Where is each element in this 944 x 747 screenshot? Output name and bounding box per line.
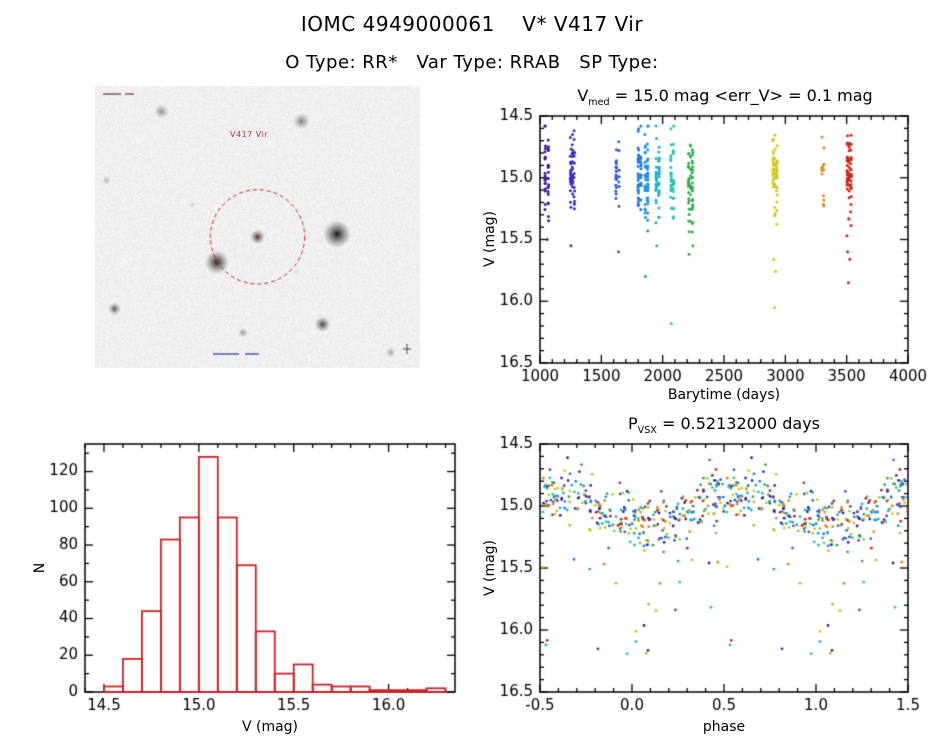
lightcurve-x-axis-label: Barytime (days)	[667, 387, 781, 403]
phase-y-axis-label: V (mag)	[482, 539, 498, 597]
histogram-canvas	[10, 436, 470, 747]
lightcurve-y-axis-label: V (mag)	[482, 210, 498, 268]
finder-target-label: V417 Vir	[230, 130, 269, 139]
page-subtitle: O Type: RR* Var Type: RRAB SP Type:	[285, 52, 659, 73]
phase-title-prefix: P	[627, 414, 638, 433]
histogram-y-axis-label: N	[32, 562, 48, 574]
lightcurve-canvas	[460, 108, 944, 423]
lightcurve-title-sub: med	[588, 97, 610, 109]
phase-title-sub: VSX	[637, 425, 657, 437]
phase-canvas	[460, 436, 944, 747]
page-title: IOMC 4949000061 V* V417 Vir	[300, 12, 644, 36]
phase-x-axis-label: phase	[702, 719, 746, 735]
phase-title: PVSX = 0.52132000 days	[540, 414, 908, 436]
lightcurve-title-rest: = 15.0 mag <err_V> = 0.1 mag	[609, 86, 873, 105]
histogram-x-axis-label: V (mag)	[241, 719, 299, 735]
finder-chart-canvas	[95, 86, 420, 368]
lightcurve-title: Vmed = 15.0 mag <err_V> = 0.1 mag	[520, 86, 930, 108]
lightcurve-title-prefix: V	[577, 86, 589, 105]
phase-title-rest: = 0.52132000 days	[656, 414, 821, 433]
